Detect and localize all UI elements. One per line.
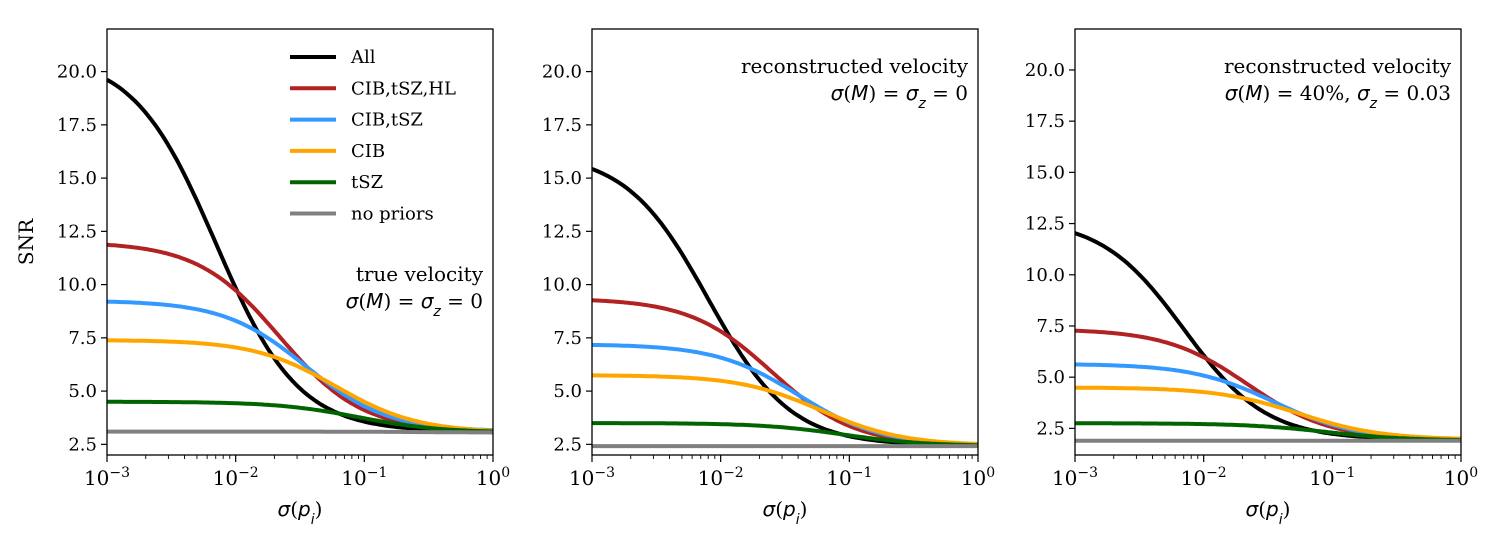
y-tick-label: 12.5 xyxy=(1025,214,1065,235)
chart-panel-2: 2.5 5.0 7.5 10.0 12.5 15.0 17.5 20.0 10−3 10−2 10−… xyxy=(542,28,995,528)
legend: All CIB,tSZ,HL CIB,tSZ CIB tSZ no priors xyxy=(290,47,456,225)
x-axis-label: σ(pi) xyxy=(763,497,808,528)
series-line-tsz xyxy=(107,399,494,434)
legend-label: CIB,tSZ,HL xyxy=(351,78,456,99)
annotation-line: reconstructed velocity xyxy=(741,54,969,78)
y-tick-label: 17.5 xyxy=(57,115,97,136)
x-tick-label: 100 xyxy=(476,465,510,490)
y-tick-label: 5.0 xyxy=(1036,367,1065,388)
annotation-line: true velocity xyxy=(356,262,484,286)
x-tick-label: 10−1 xyxy=(826,465,872,490)
x-tick-label: 10−1 xyxy=(1309,465,1355,490)
series-line-cib xyxy=(1074,385,1461,441)
y-tick-label: 5.0 xyxy=(553,381,582,402)
y-tick-label: 12.5 xyxy=(542,221,582,242)
plot-frame xyxy=(106,28,494,456)
y-tick-label: 2.5 xyxy=(1036,418,1065,439)
x-tick-label: 10−2 xyxy=(1181,465,1227,490)
annotation-line: reconstructed velocity xyxy=(1224,54,1452,78)
y-tick-label: 12.5 xyxy=(57,221,97,242)
y-tick-label: 15.0 xyxy=(1025,162,1065,183)
y-tick-label: 15.0 xyxy=(57,168,97,189)
x-axis-label: σ(pi) xyxy=(1246,497,1291,528)
y-tick-label: 2.5 xyxy=(553,434,582,455)
x-axis-label: σ(pi) xyxy=(278,497,323,528)
chart-panel-1: 2.5 5.0 7.5 10.0 12.5 15.0 17.5 20.0 10−3 10−2 10−… xyxy=(14,28,510,528)
legend-label: All xyxy=(350,47,376,68)
legend-label: CIB,tSZ xyxy=(351,110,423,131)
x-tick-label: 10−2 xyxy=(698,465,744,490)
x-tick-label: 10−3 xyxy=(84,465,130,490)
y-tick-label: 2.5 xyxy=(68,434,97,455)
y-tick-label: 10.0 xyxy=(542,275,582,296)
legend-label: CIB xyxy=(351,141,385,162)
y-tick-label: 17.5 xyxy=(542,115,582,136)
x-tick-label: 10−3 xyxy=(569,465,615,490)
annotation-math: σ(M) = σz = 0 xyxy=(831,81,968,112)
y-tick-label: 20.0 xyxy=(57,62,97,83)
y-tick-label: 10.0 xyxy=(1025,265,1065,286)
y-tick-label: 7.5 xyxy=(553,328,582,349)
chart-panel-3: 2.5 5.0 7.5 10.0 12.5 15.0 17.5 20.0 10−3 10−2 10−… xyxy=(1025,28,1478,528)
x-tick-label: 10−1 xyxy=(341,465,387,490)
x-tick-label: 100 xyxy=(1444,465,1478,490)
y-axis-label: SNR xyxy=(14,218,38,265)
y-tick-label: 15.0 xyxy=(542,168,582,189)
legend-label: no priors xyxy=(351,204,434,225)
series-line-tsz xyxy=(1075,421,1461,442)
y-tick-label: 20.0 xyxy=(542,62,582,83)
y-tick-label: 7.5 xyxy=(68,328,97,349)
y-tick-label: 17.5 xyxy=(1025,111,1065,132)
y-tick-label: 5.0 xyxy=(68,381,97,402)
y-tick-label: 7.5 xyxy=(1036,316,1065,337)
series-line-cib xyxy=(592,373,979,446)
y-tick-label: 10.0 xyxy=(57,275,97,296)
plot-frame xyxy=(1074,28,1462,456)
plot-frame xyxy=(591,28,979,456)
x-tick-label: 100 xyxy=(961,465,995,490)
legend-label: tSZ xyxy=(351,172,383,193)
x-tick-label: 10−3 xyxy=(1052,465,1098,490)
series-line-tsz xyxy=(592,421,978,448)
series-line-all xyxy=(105,77,493,434)
annotation-math: σ(M) = σz = 0 xyxy=(346,289,483,320)
annotation-math: σ(M) = 40%, σz = 0.03 xyxy=(1225,81,1451,112)
x-tick-label: 10−2 xyxy=(213,465,259,490)
series-line-cib xyxy=(106,338,494,433)
series-line-no-priors xyxy=(107,429,493,435)
y-tick-label: 20.0 xyxy=(1025,60,1065,81)
